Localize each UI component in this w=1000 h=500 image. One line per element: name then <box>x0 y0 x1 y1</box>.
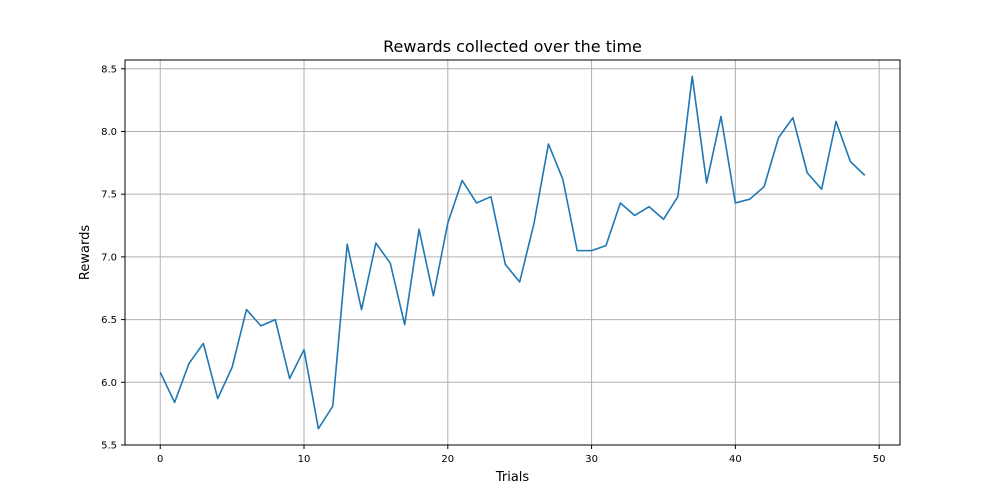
y-tick-label: 5.5 <box>101 441 117 452</box>
x-tick-label: 0 <box>157 454 163 465</box>
y-tick-label: 6.0 <box>101 378 117 389</box>
y-tick-label: 8.5 <box>101 64 117 75</box>
x-tick-label: 30 <box>585 454 598 465</box>
x-tick-label: 50 <box>873 454 886 465</box>
x-tick-label: 40 <box>729 454 742 465</box>
y-tick-label: 6.5 <box>101 315 117 326</box>
chart-title: Rewards collected over the time <box>383 37 642 56</box>
y-axis-label: Rewards <box>78 225 93 280</box>
series-line <box>159 75 866 430</box>
x-tick-label: 20 <box>441 454 454 465</box>
grid <box>125 60 900 446</box>
ticks: 0 10 20 30 40 50 5.5 6.0 6.5 7.0 7.5 8.0 8.5 <box>101 64 885 465</box>
y-tick-label: 7.5 <box>101 190 117 201</box>
series-layer <box>159 75 866 430</box>
y-tick-label: 8.0 <box>101 127 117 138</box>
x-tick-label: 10 <box>298 454 311 465</box>
plot-frame <box>124 59 901 446</box>
x-axis-label: Trials <box>495 470 530 485</box>
y-tick-label: 7.0 <box>101 252 117 263</box>
